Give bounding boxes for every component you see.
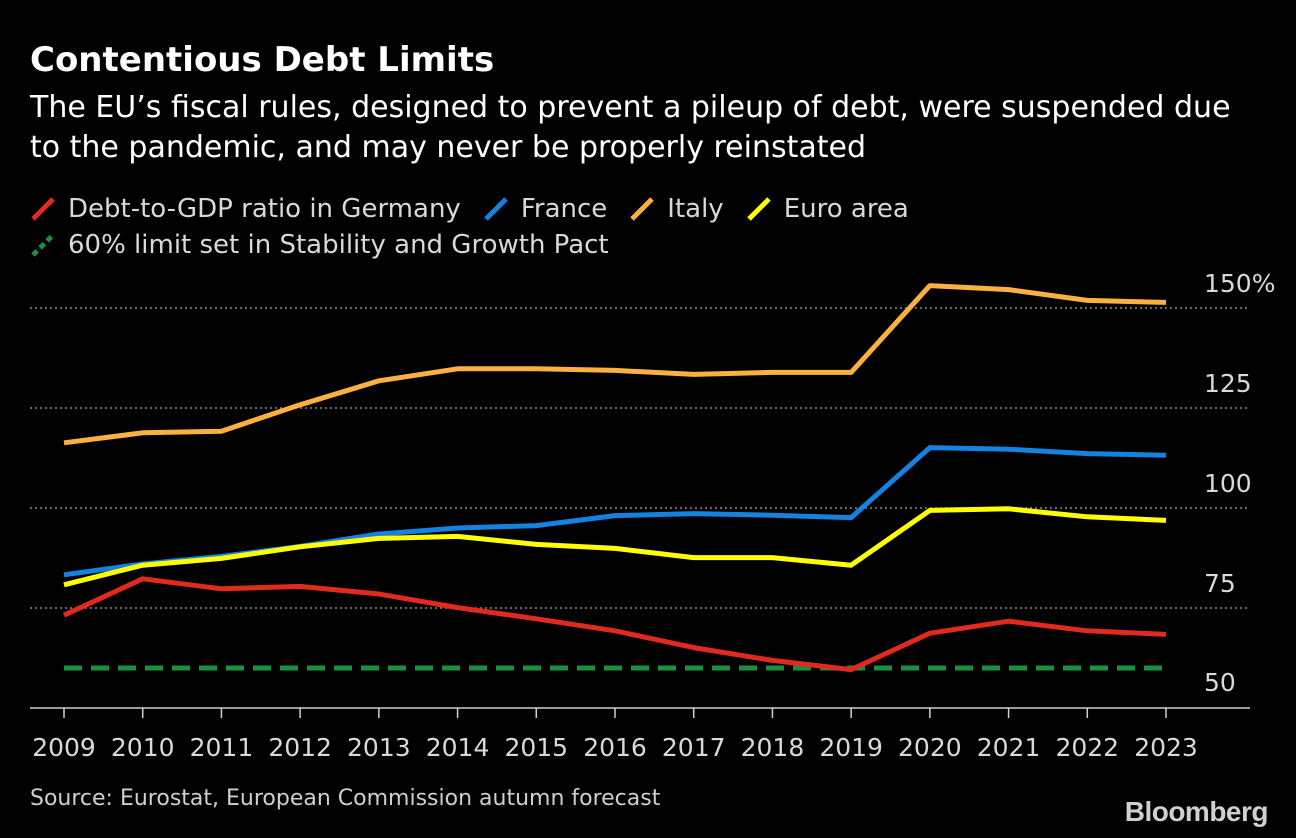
x-tick-label: 2011 (190, 733, 254, 762)
x-tick-label: 2014 (426, 733, 490, 762)
legend-item: 60% limit set in Stability and Growth Pa… (30, 228, 1260, 262)
x-tick-label: 2018 (741, 733, 805, 762)
legend-label: 60% limit set in Stability and Growth Pa… (68, 230, 609, 260)
legend-item: Debt-to-GDP ratio in Germany (30, 192, 461, 226)
x-tick-label: 2009 (32, 733, 96, 762)
x-tick-label: 2021 (977, 733, 1041, 762)
x-tick-label: 2019 (819, 733, 883, 762)
series-line-euro-area (63, 506, 1167, 588)
x-tick-label: 2016 (583, 733, 647, 762)
x-tick-label: 2010 (111, 733, 175, 762)
chart-subtitle: The EU’s fiscal rules, designed to preve… (30, 90, 1231, 165)
legend-label: Italy (667, 194, 724, 224)
legend-item: France (483, 192, 607, 226)
legend-swatch (630, 197, 655, 221)
chart-title: Contentious Debt Limits (30, 40, 495, 80)
x-tick-label: 2013 (347, 733, 411, 762)
series-line-debt-to-gdp-ratio-in-germany (62, 576, 1167, 673)
bloomberg-logo: Bloomberg (1124, 796, 1269, 827)
legend-swatch (31, 233, 55, 257)
legend-swatch (484, 197, 508, 221)
x-tick-label: 2017 (662, 733, 726, 762)
x-tick-label: 2012 (268, 733, 332, 762)
legend: Debt-to-GDP ratio in Germany France Italy E… (30, 192, 1260, 262)
legend-item: Italy (629, 192, 724, 226)
source-note: Source: Eurostat, European Commission au… (30, 786, 661, 811)
legend-label: Euro area (783, 194, 909, 224)
y-tick-label: 150% (1204, 269, 1275, 298)
legend-swatch (746, 197, 771, 221)
y-tick-label: 75 (1204, 569, 1236, 598)
legend-label: Debt-to-GDP ratio in Germany (68, 194, 461, 224)
x-tick-label: 2022 (1055, 733, 1119, 762)
legend-item: Euro area (746, 192, 909, 226)
legend-swatch (31, 197, 55, 221)
y-tick-label: 125 (1204, 369, 1252, 398)
x-tick-label: 2015 (504, 733, 568, 762)
y-tick-label: 100 (1204, 469, 1252, 498)
x-tick-label: 2020 (898, 733, 962, 762)
y-tick-label: 50 (1204, 668, 1236, 697)
series-line-italy (63, 283, 1167, 446)
x-tick-label: 2023 (1134, 733, 1198, 762)
legend-label: France (520, 194, 608, 224)
